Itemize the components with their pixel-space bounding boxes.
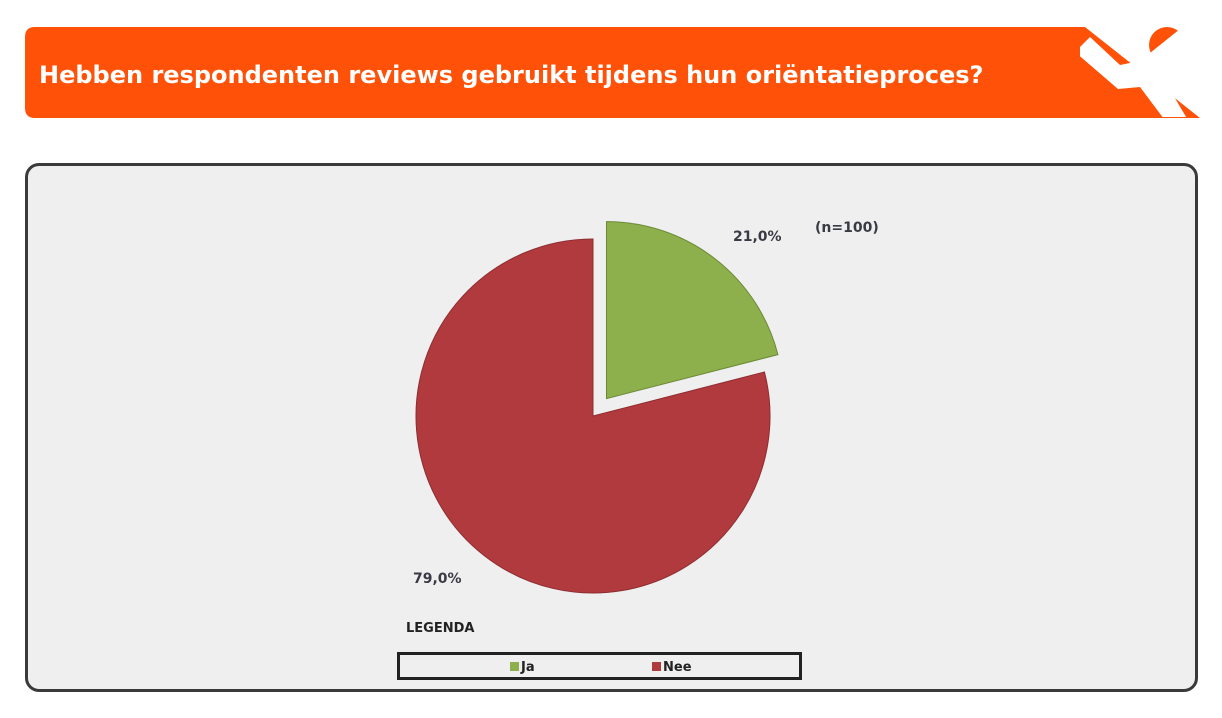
chart-panel: 21,0% (n=100) 79,0% LEGENDA Ja Nee bbox=[25, 163, 1198, 692]
pie-chart bbox=[415, 221, 779, 594]
legend-swatch-nee bbox=[652, 662, 661, 671]
legend-title: LEGENDA bbox=[406, 621, 475, 636]
page-title: Hebben respondenten reviews gebruikt tij… bbox=[39, 61, 984, 89]
title-banner: Hebben respondenten reviews gebruikt tij… bbox=[25, 25, 1200, 118]
data-label-nee: 79,0% bbox=[413, 571, 462, 587]
person-arms-raised-icon bbox=[1080, 25, 1200, 117]
legend-swatch-ja bbox=[510, 662, 519, 671]
legend-item-ja: Ja bbox=[510, 660, 535, 675]
pie-slice-ja bbox=[605, 221, 779, 400]
legend-label-nee: Nee bbox=[663, 660, 692, 675]
pie-slice-nee bbox=[415, 238, 771, 594]
data-label-ja: 21,0% bbox=[733, 229, 782, 245]
sample-size-note: (n=100) bbox=[815, 220, 879, 236]
legend-label-ja: Ja bbox=[521, 660, 535, 675]
legend-item-nee: Nee bbox=[652, 660, 692, 675]
title-banner-shape bbox=[25, 27, 1200, 118]
legend: Ja Nee bbox=[397, 652, 802, 680]
